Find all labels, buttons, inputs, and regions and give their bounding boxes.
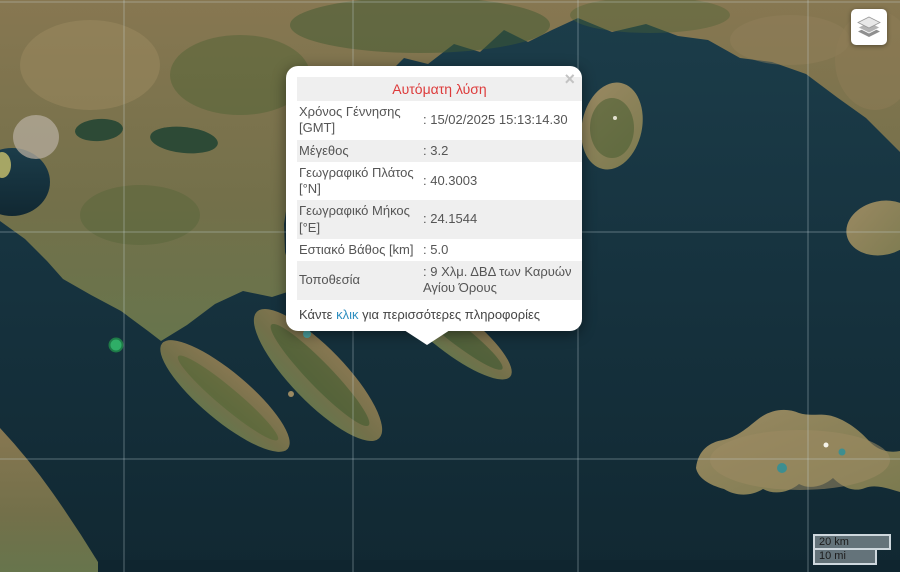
earthquake-popup: × Αυτόματη λύση Χρόνος Γέννησης [GMT] : … [286,66,582,345]
row-value: : 3.2 [423,142,449,158]
row-label: Γεωγραφικό Μήκος [°E] [299,203,410,235]
lemnos-bay-1 [777,463,787,473]
footer-text-suffix: για περισσότερες πληροφορίες [358,306,541,322]
scale-bar-mi: 10 mi [813,550,877,565]
urban-thessaloniki [13,115,59,159]
popup-row-longitude: Γεωγραφικό Μήκος [°E] : 24.1544 [297,200,582,239]
row-label: Εστιακό Βάθος [km] [299,241,414,257]
close-icon[interactable]: × [564,69,575,89]
popup-tail [404,329,450,345]
coastal-lagoon [303,330,311,338]
scale-control: 20 km 10 mi [813,534,891,565]
row-value: : 5.0 [423,241,449,257]
popup-footer: Κάντε κλικ για περισσότερες πληροφορίες [297,300,582,324]
lake-koroneia [75,118,123,142]
row-label: Τοποθεσία [299,272,361,288]
popup-row-origin-time: Χρόνος Γέννησης [GMT] : 15/02/2025 15:13… [297,101,582,140]
popup-row-depth: Εστιακό Βάθος [km] : 5.0 [297,239,582,261]
row-value: : 24.1544 [423,211,478,227]
scale-bar-km: 20 km [813,534,891,550]
town-myrina [823,442,829,448]
layers-icon [857,16,881,37]
layers-control-button[interactable] [851,9,887,45]
peninsula-kassandra [160,340,290,452]
islet-kelyfos [288,391,294,397]
popup-row-magnitude: Μέγεθος : 3.2 [297,139,582,162]
lake-volvi [150,126,218,154]
popup-row-latitude: Γεωγραφικό Πλάτος [°N] : 40.3003 [297,162,582,201]
sea-bottom-shade [0,560,900,572]
popup-title: Αυτόματη λύση [297,77,582,101]
coast-pelion [0,428,98,572]
row-label: Μέγεθος [299,142,349,158]
row-value: : 15/02/2025 15:13:14.30 [423,112,568,128]
row-label: Γεωγραφικό Πλάτος [°N] [299,164,414,196]
bay-thessaloniki [0,148,50,216]
popup-row-location: Τοποθεσία : 9 Χλμ. ΔΒΔ των Καρυών Αγίου … [297,261,582,300]
town-thasos [613,116,617,120]
row-label: Χρόνος Γέννησης [GMT] [299,104,401,136]
row-value: : 40.3003 [423,172,478,188]
row-value: : 9 Χλμ. ΔΒΔ των Καρυών Αγίου Όρους [423,264,572,296]
lemnos-bay-2 [838,448,846,456]
mainland [0,0,900,341]
earthquake-marker-quake-older[interactable] [108,337,124,353]
shallow-delta [0,152,11,178]
more-info-link[interactable]: κλικ [336,306,359,322]
footer-text-prefix: Κάντε [299,306,337,322]
